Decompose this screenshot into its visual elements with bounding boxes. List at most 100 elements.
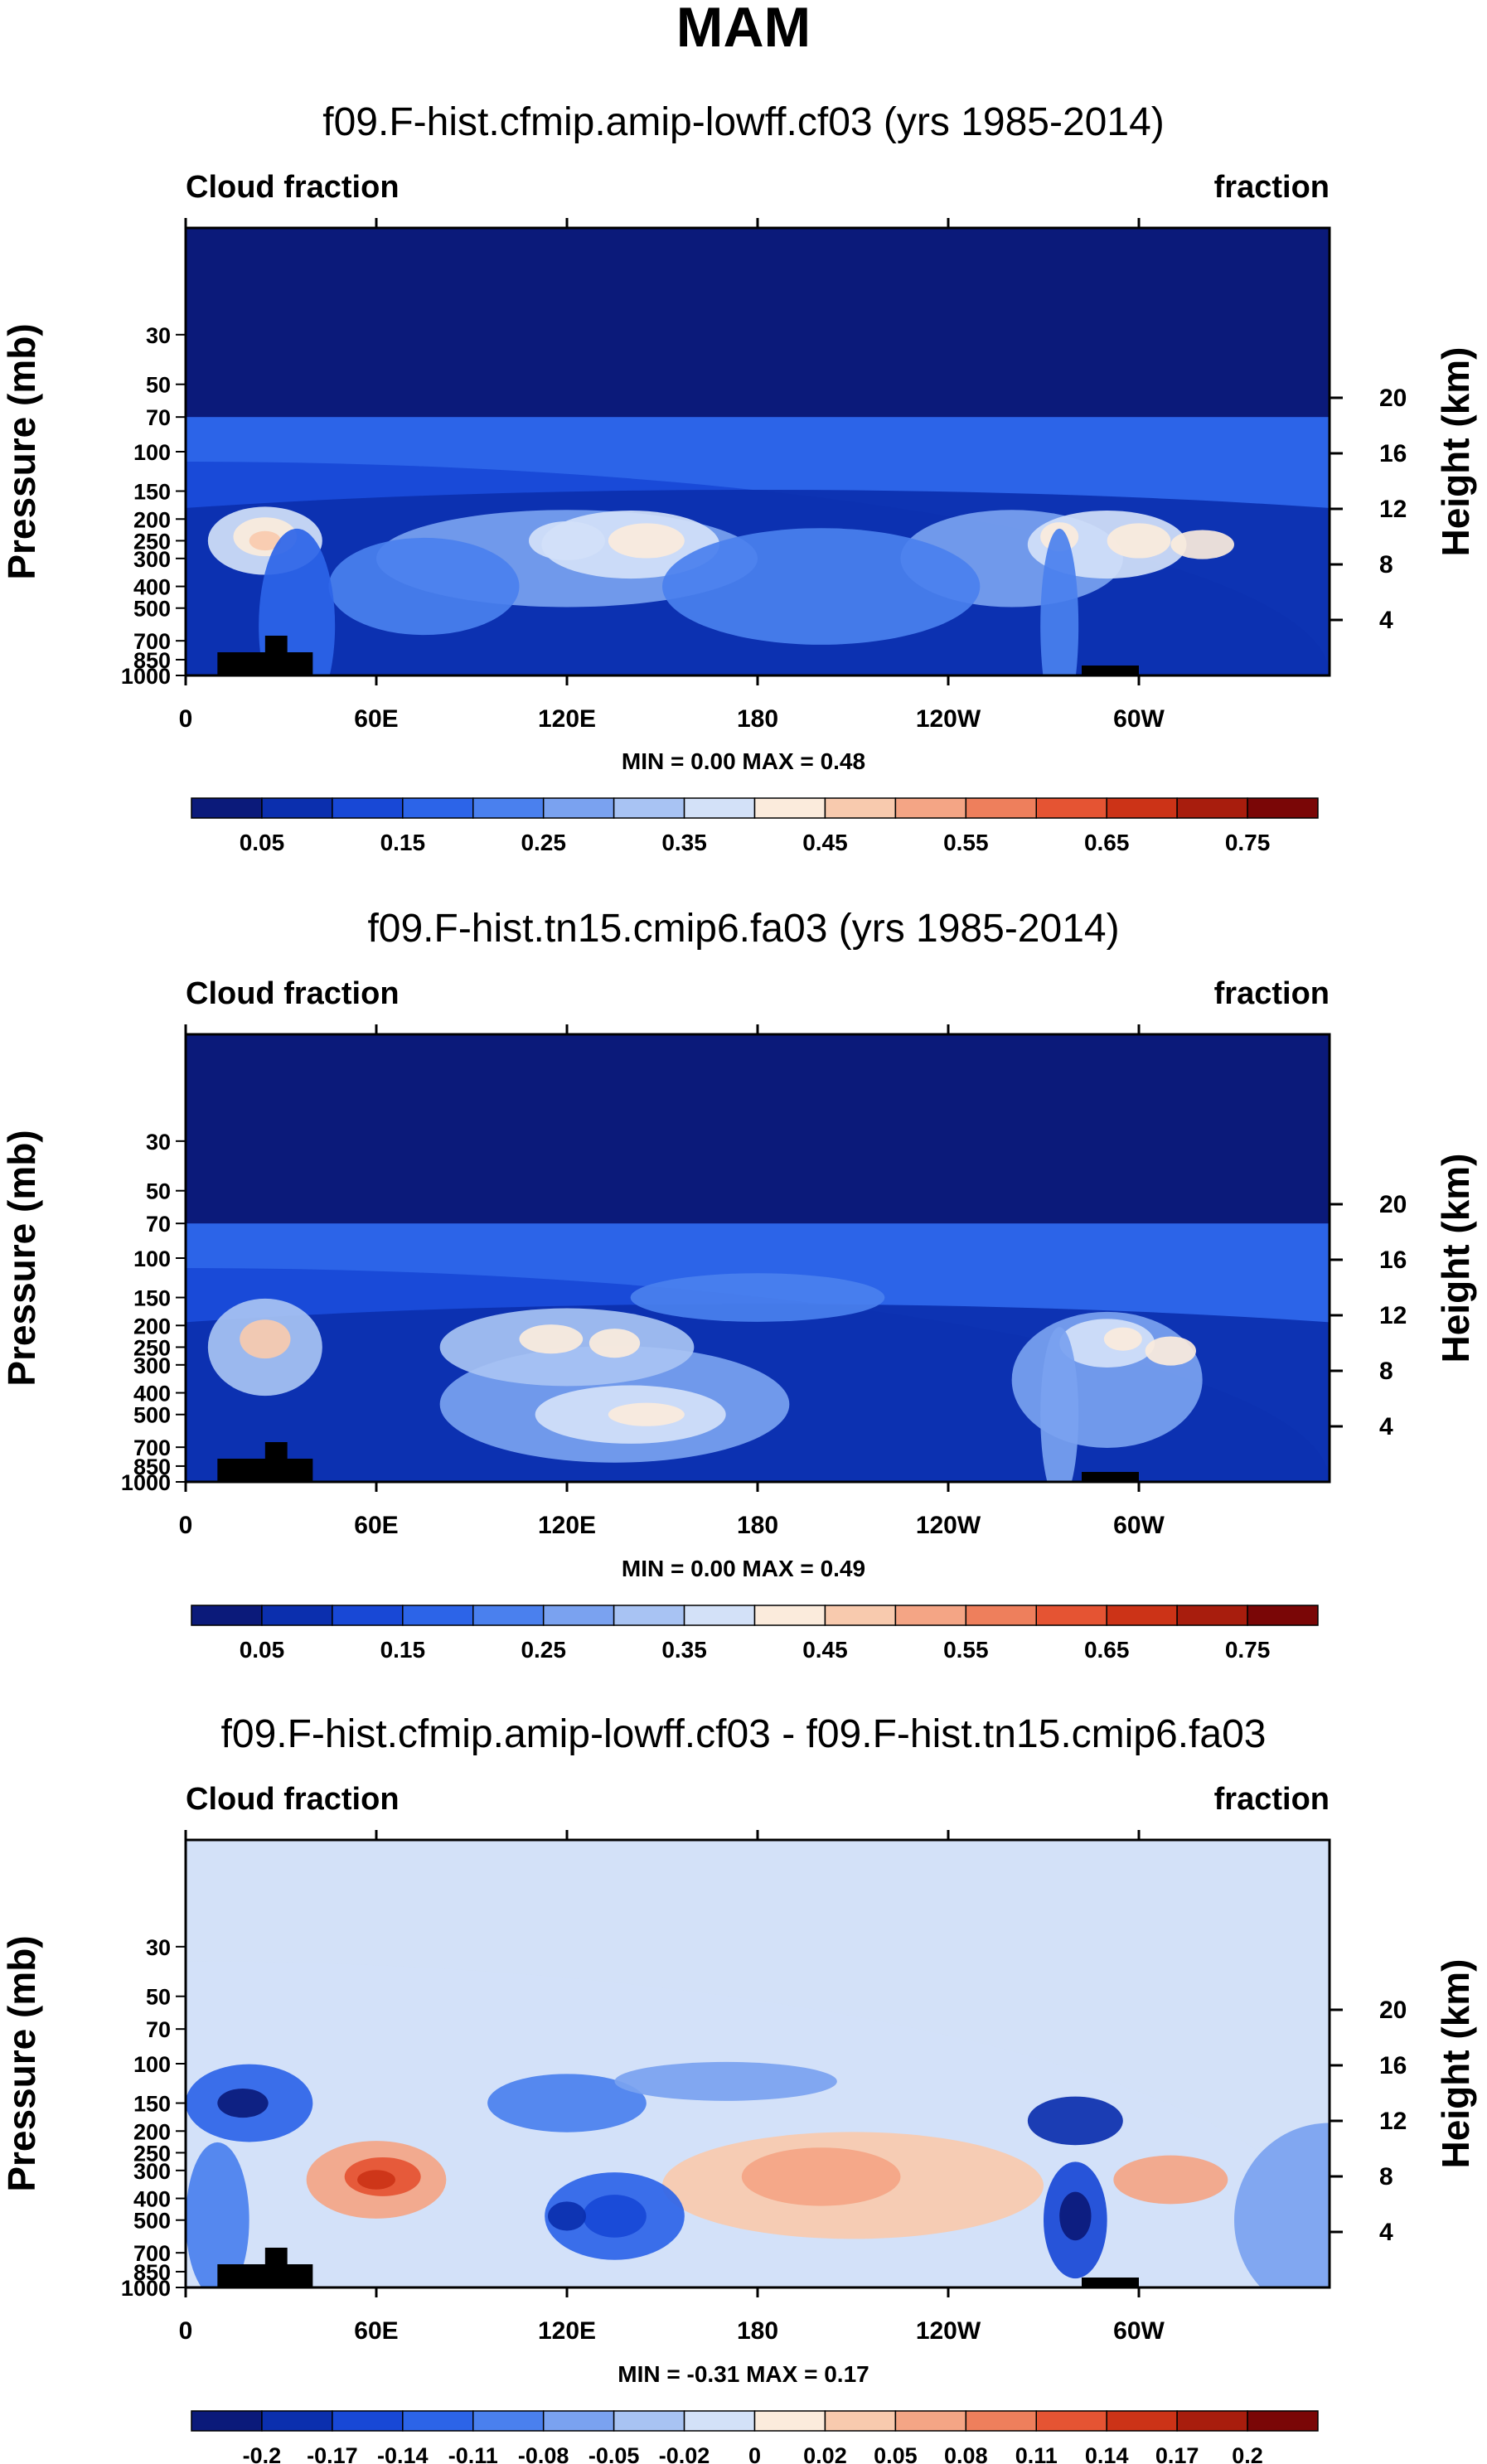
colorbar-label: 0.05 — [240, 1637, 285, 1663]
x-tick-label: 180 — [737, 2317, 778, 2345]
colorbar-swatch — [472, 2410, 545, 2432]
colorbar-swatch — [261, 797, 333, 819]
y-tick-label: 400 — [133, 2187, 171, 2212]
y2-tick-label: 4 — [1379, 1413, 1393, 1440]
colorbar-label: 0.14 — [1085, 2443, 1129, 2464]
y-tick-label: 200 — [133, 1314, 171, 1338]
y2-tick-label: 8 — [1379, 1358, 1393, 1385]
colorbar-swatch — [261, 1605, 333, 1626]
panel-1: f09.F-hist.cfmip.amip-lowff.cf03 (yrs 19… — [0, 100, 1477, 855]
colorbar-swatch — [542, 1605, 615, 1626]
contour-region — [1059, 2191, 1092, 2241]
colorbar-swatch — [753, 797, 826, 819]
colorbar-swatch — [332, 2410, 404, 2432]
colorbar-label: -0.14 — [377, 2443, 429, 2464]
topography-south-america — [1082, 1472, 1139, 1482]
colorbar-swatch — [824, 797, 897, 819]
x-tick-label: 60W — [1113, 705, 1165, 733]
y2-axis-label: Height (km) — [1434, 1154, 1477, 1363]
y-tick-label: 30 — [146, 1935, 171, 1960]
y-tick-label: 1000 — [121, 664, 171, 689]
contour-region — [529, 520, 605, 560]
y-tick-label: 50 — [146, 1179, 171, 1204]
colorbar-label: 0.35 — [661, 830, 707, 855]
colorbar-swatch — [191, 797, 263, 819]
y-axis-label: Pressure (mb) — [0, 1130, 43, 1386]
colorbar-label: 0.65 — [1084, 830, 1130, 855]
y-tick-label: 400 — [133, 575, 171, 600]
contour-region — [1107, 523, 1171, 559]
contour-field — [186, 228, 1330, 675]
panel-title: f09.F-hist.cfmip.amip-lowff.cf03 (yrs 19… — [322, 100, 1165, 144]
y-tick-label: 70 — [146, 1212, 171, 1237]
y-tick-label: 400 — [133, 1382, 171, 1406]
colorbar-swatch — [683, 1605, 756, 1626]
contour-region — [249, 530, 282, 551]
x-tick-label: 60E — [354, 1512, 398, 1539]
stratosphere-band — [186, 228, 1330, 418]
colorbar-swatch — [472, 797, 545, 819]
colorbar-label: 0.15 — [380, 830, 426, 855]
contour-region — [240, 1319, 291, 1359]
y-tick-label: 200 — [133, 507, 171, 532]
panel-title: f09.F-hist.cfmip.amip-lowff.cf03 - f09.F… — [221, 1712, 1267, 1756]
y-axis-label: Pressure (mb) — [0, 323, 43, 579]
colorbar-swatch — [1247, 1605, 1319, 1626]
x-tick-label: 0 — [179, 2317, 193, 2345]
colorbar-swatch — [1247, 2410, 1319, 2432]
x-tick-label: 120W — [916, 2317, 981, 2345]
x-tick-label: 180 — [737, 1512, 778, 1539]
y-axis-label: Pressure (mb) — [0, 1935, 43, 2191]
contour-region — [662, 528, 981, 645]
colorbar-label: -0.08 — [518, 2443, 569, 2464]
y2-tick-label: 12 — [1379, 496, 1407, 523]
y2-tick-label: 4 — [1379, 607, 1393, 634]
x-tick-label: 60E — [354, 2317, 398, 2345]
y2-tick-label: 4 — [1379, 2219, 1393, 2246]
min-max-text: MIN = 0.00 MAX = 0.49 — [622, 1556, 865, 1581]
contour-region — [1040, 1327, 1079, 1482]
y-tick-label: 150 — [133, 1286, 171, 1311]
variable-label: Cloud fraction — [186, 1782, 400, 1817]
x-tick-label: 120W — [916, 705, 981, 733]
contour-region — [1170, 530, 1234, 559]
colorbar-label: 0.65 — [1084, 1637, 1130, 1663]
colorbar-swatch — [1106, 797, 1178, 819]
colorbar-swatch — [753, 2410, 826, 2432]
colorbar-swatch — [894, 1605, 967, 1626]
y-tick-label: 200 — [133, 2119, 171, 2144]
x-tick-label: 120E — [538, 705, 596, 733]
panel-3: f09.F-hist.cfmip.amip-lowff.cf03 - f09.F… — [0, 1712, 1477, 2464]
y-tick-label: 1000 — [121, 2276, 171, 2301]
min-max-text: MIN = -0.31 MAX = 0.17 — [618, 2361, 869, 2387]
colorbar-label: 0.08 — [944, 2443, 988, 2464]
units-label: fraction — [1214, 1782, 1330, 1817]
colorbar-swatch — [542, 797, 615, 819]
colorbar-swatch — [1035, 797, 1107, 819]
y-tick-label: 100 — [133, 1247, 171, 1271]
colorbar-swatch — [332, 1605, 404, 1626]
colorbar-swatch — [613, 2410, 685, 2432]
colorbar-label: 0.45 — [802, 1637, 848, 1663]
colorbar-label: 0 — [748, 2443, 761, 2464]
units-label: fraction — [1214, 170, 1330, 205]
colorbar-label: 0.11 — [1015, 2443, 1058, 2464]
y-tick-label: 30 — [146, 323, 171, 348]
y-tick-label: 300 — [133, 547, 171, 572]
x-tick-label: 60W — [1113, 1512, 1165, 1539]
colorbar-swatch — [613, 797, 685, 819]
y-tick-label: 150 — [133, 480, 171, 505]
panel-title: f09.F-hist.tn15.cmip6.fa03 (yrs 1985-201… — [367, 907, 1119, 951]
x-tick-label: 0 — [179, 1512, 193, 1539]
colorbar-swatch — [824, 1605, 897, 1626]
y-tick-label: 500 — [133, 2209, 171, 2234]
y-tick-label: 500 — [133, 597, 171, 622]
y-tick-label: 250 — [133, 2141, 171, 2166]
colorbar-label: -0.2 — [243, 2443, 282, 2464]
y2-tick-label: 8 — [1379, 2163, 1393, 2190]
x-tick-label: 60W — [1113, 2317, 1165, 2345]
contour-field — [186, 1034, 1330, 1482]
x-tick-label: 120E — [538, 2317, 596, 2345]
y-tick-label: 300 — [133, 2159, 171, 2184]
